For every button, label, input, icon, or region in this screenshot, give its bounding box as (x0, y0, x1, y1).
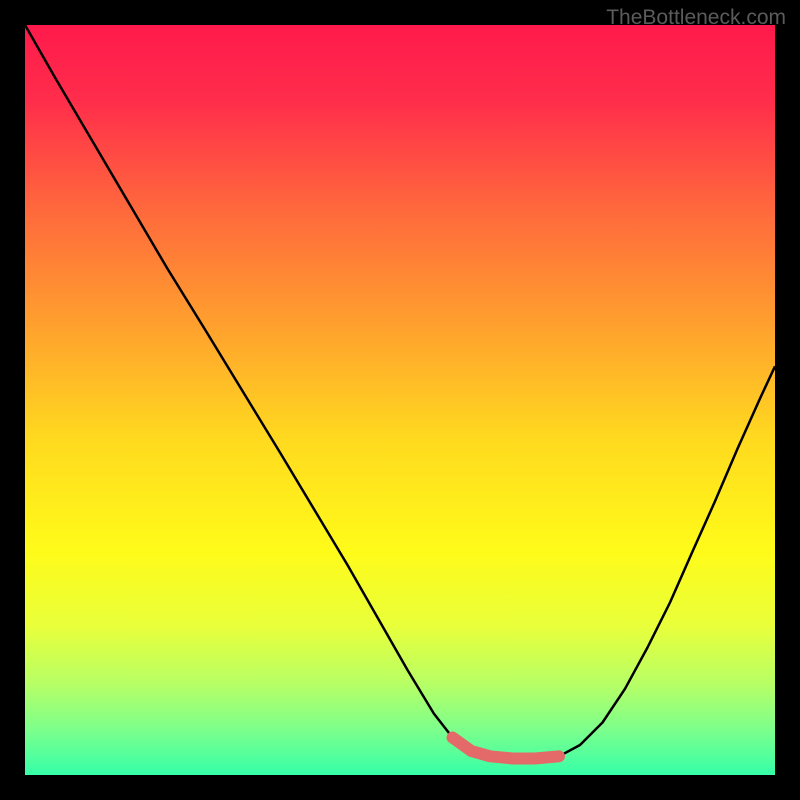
attribution-text: TheBottleneck.com (606, 6, 786, 30)
optimal-range-highlight (0, 0, 800, 800)
chart-frame: TheBottleneck.com (0, 0, 800, 800)
